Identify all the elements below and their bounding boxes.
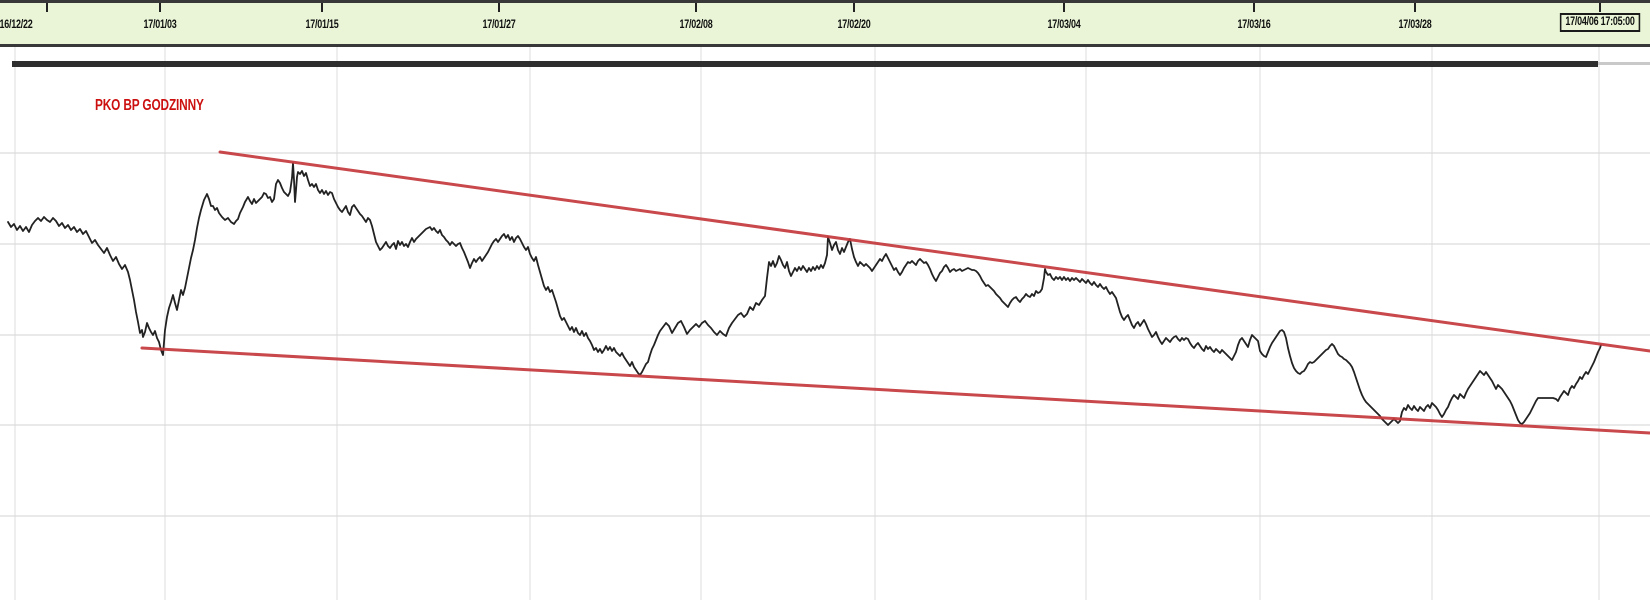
timeline-bar[interactable]: 16/12/22 17/01/03 17/01/15 17/01/27 17/02/08… <box>0 0 1650 47</box>
timeline-date-label: 16/12/22 <box>0 19 33 31</box>
price-line <box>7 162 1602 426</box>
timeline-tick <box>853 3 855 12</box>
timeline-date-label: 17/01/15 <box>305 19 339 31</box>
separator-bar-extension <box>1598 62 1650 65</box>
last-bar-time-label: 17/04/06 17:05:00 <box>1559 13 1641 32</box>
timeline-tick <box>1253 3 1255 12</box>
timeline-tick <box>321 3 323 12</box>
timeline-date-label: 17/03/04 <box>1047 19 1081 31</box>
timeline-date-label: 17/01/27 <box>482 19 516 31</box>
separator-bar <box>12 61 1598 67</box>
timeline-date-label: 17/02/20 <box>837 19 871 31</box>
timeline-tick <box>1599 3 1601 12</box>
timeline-tick <box>46 3 48 12</box>
timeline-tick <box>498 3 500 12</box>
timeline-tick <box>1063 3 1065 12</box>
lower-channel-trendline[interactable] <box>140 346 1650 435</box>
timeline-tick <box>1414 3 1416 12</box>
timeline-date-label: 17/03/16 <box>1237 19 1271 31</box>
upper-channel-trendline[interactable] <box>218 150 1650 353</box>
timeline-tick <box>159 3 161 12</box>
timeline-date-label: 17/02/08 <box>679 19 713 31</box>
timeline-date-label: 17/01/03 <box>143 19 177 31</box>
chart-title: PKO BP GODZINNY <box>95 97 204 114</box>
timeline-date-label: 17/03/28 <box>1398 19 1432 31</box>
timeline-tick <box>695 3 697 12</box>
